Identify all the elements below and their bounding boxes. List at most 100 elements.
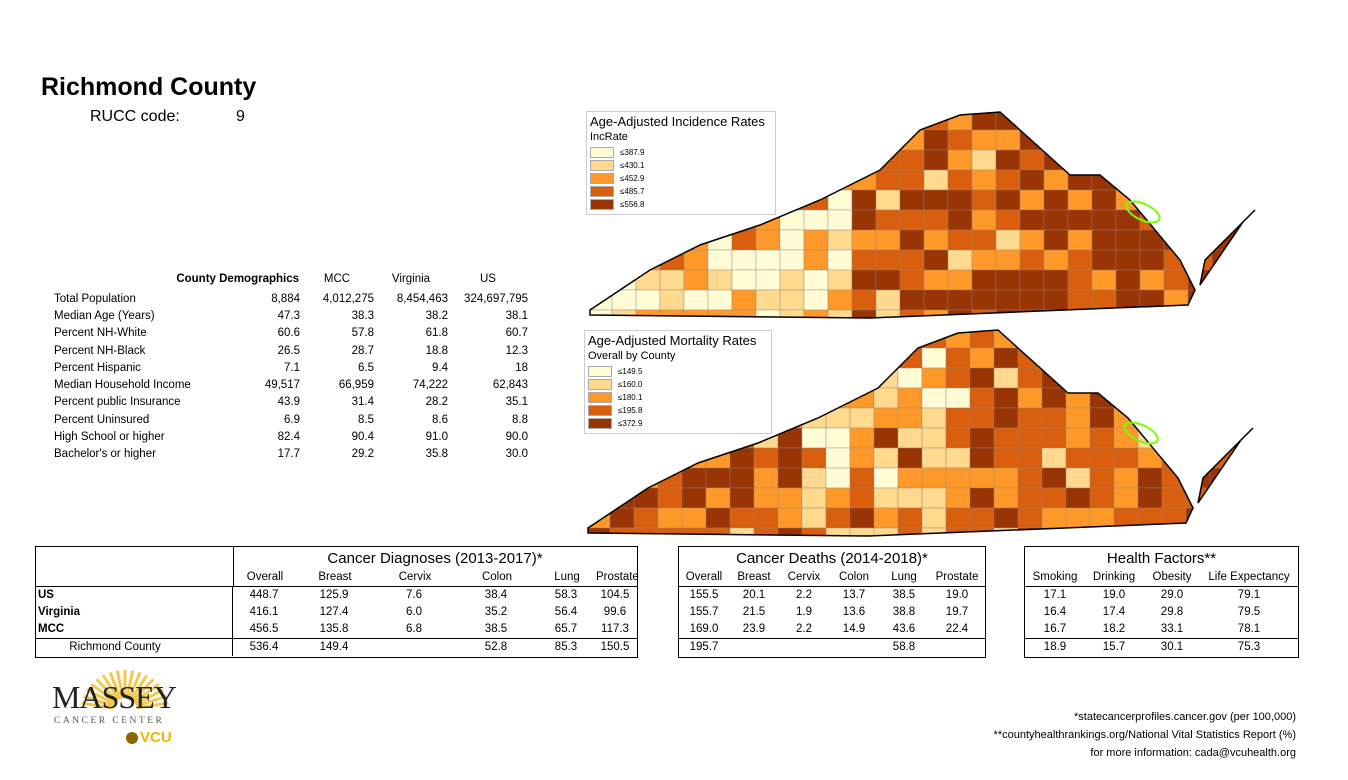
county-shape <box>897 507 923 529</box>
county-shape <box>849 407 875 429</box>
cell-value: 2.2 <box>796 589 812 601</box>
county-shape <box>681 487 707 509</box>
county-shape <box>873 427 899 449</box>
cell-value: 43.6 <box>892 623 916 635</box>
county-shape <box>1041 467 1067 489</box>
county-shape <box>1089 527 1115 536</box>
county-shape <box>1187 189 1213 211</box>
county-shape <box>827 309 853 318</box>
legend-item: ≤372.9 <box>588 417 768 430</box>
state-outline <box>1197 427 1254 504</box>
county-shape <box>659 229 685 251</box>
county-shape <box>1185 507 1211 529</box>
county-shape <box>825 347 851 369</box>
legend-item: ≤149.5 <box>588 365 768 378</box>
county-shape <box>1233 527 1253 536</box>
county-shape <box>1067 289 1093 311</box>
county-shape <box>801 447 827 469</box>
county-shape <box>590 269 613 291</box>
county-shape <box>635 229 661 251</box>
county-shape <box>1161 427 1187 449</box>
cell-value: 149.4 <box>319 641 349 653</box>
county-shape <box>849 507 875 529</box>
cell-value: 35.2 <box>484 606 508 618</box>
county-shape <box>1233 367 1253 389</box>
row-label: Percent NH-White <box>54 327 147 340</box>
table-title: Health Factors** <box>1106 550 1217 567</box>
cell-value: 82.4 <box>277 431 300 444</box>
legend-swatch <box>590 199 614 210</box>
county-shape <box>947 309 973 318</box>
county-shape <box>1065 487 1091 509</box>
county-shape <box>681 507 707 529</box>
cell-value: 20.1 <box>742 589 766 601</box>
county-shape <box>590 309 613 318</box>
cell-value: 23.9 <box>742 623 766 635</box>
county-shape <box>995 269 1021 291</box>
cell-value: 13.7 <box>842 589 866 601</box>
county-shape <box>825 387 851 409</box>
county-shape <box>969 507 995 529</box>
county-shape <box>1041 387 1067 409</box>
county-shape <box>1067 269 1093 291</box>
county-shape <box>1091 169 1117 191</box>
county-shape <box>1043 249 1069 271</box>
cell-value: 47.3 <box>277 309 300 322</box>
county-shape <box>1211 249 1237 271</box>
virginia-maps <box>587 111 1256 537</box>
county-shape <box>827 169 853 191</box>
county-shape <box>1233 387 1253 409</box>
table-row: 195.7 58.8 <box>679 638 985 656</box>
county-shape <box>1115 169 1141 191</box>
demographics-table: County Demographics MCC Virginia US Tota… <box>50 268 528 463</box>
cell-value: 22.4 <box>945 623 969 635</box>
county-shape <box>971 209 997 231</box>
county-shape <box>1091 249 1117 271</box>
county-shape <box>731 269 757 291</box>
cell-value: 117.3 <box>601 623 629 635</box>
legend-item: ≤160.0 <box>588 378 768 391</box>
county-shape <box>969 427 995 449</box>
county-shape <box>1065 447 1091 469</box>
county-shape <box>945 467 971 489</box>
cell-value: 29.2 <box>351 448 374 461</box>
legend-label: ≤372.9 <box>618 419 643 428</box>
map-subtitle: IncRate <box>590 131 628 143</box>
county-shape <box>1113 347 1139 369</box>
county-shape <box>993 487 1019 509</box>
county-shape <box>825 407 851 429</box>
county-shape <box>897 330 923 349</box>
cell-value: 18.9 <box>1043 641 1067 653</box>
county-shape <box>1187 112 1213 131</box>
demographics-row: Total Population 8,884 4,012,275 8,454,463 3… <box>50 290 528 307</box>
county-shape <box>777 527 803 536</box>
cell-value: 78.1 <box>1237 623 1261 635</box>
cell-value: 12.3 <box>505 344 528 357</box>
row-label: Virginia <box>36 604 233 621</box>
county-shape <box>609 467 635 489</box>
county-shape <box>827 269 853 291</box>
county-shape <box>1019 269 1045 291</box>
county-shape <box>1137 347 1163 369</box>
legend-swatch <box>588 392 612 403</box>
county-shape <box>779 249 805 271</box>
county-shape <box>1115 112 1141 131</box>
demographics-row: Percent NH-Black 26.5 28.7 18.8 12.3 <box>50 342 528 359</box>
county-shape <box>1187 169 1213 191</box>
county-shape <box>875 309 901 318</box>
county-shape <box>873 347 899 369</box>
county-shape <box>1017 387 1043 409</box>
demographics-row: Percent Uninsured 6.9 8.5 8.6 8.8 <box>50 411 528 428</box>
cell-value: 57.8 <box>351 327 374 340</box>
legend-item: ≤430.1 <box>590 159 772 172</box>
county-shape <box>1067 209 1093 231</box>
county-shape <box>777 330 803 349</box>
cell-value: 6.8 <box>406 623 422 635</box>
cell-value: 416.1 <box>249 606 279 618</box>
legend-label: ≤430.1 <box>620 161 645 170</box>
county-shape <box>899 269 925 291</box>
sun-ray <box>127 671 142 700</box>
county-shape <box>947 249 973 271</box>
county-shape <box>657 507 683 529</box>
row-label: Percent Uninsured <box>54 413 150 426</box>
